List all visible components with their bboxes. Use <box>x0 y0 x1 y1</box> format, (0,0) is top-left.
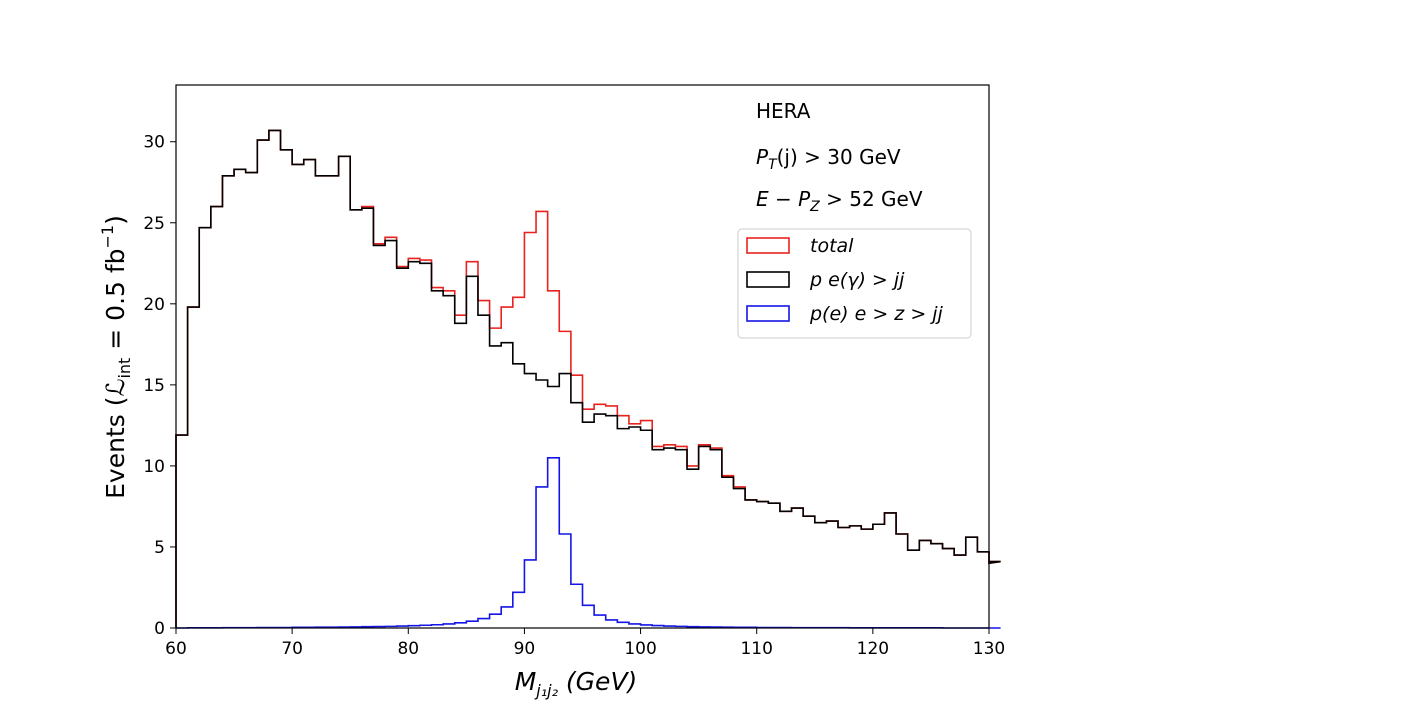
y-ticks: 0 5 10 15 20 25 30 <box>143 133 176 639</box>
y-tick-label: 5 <box>154 538 165 558</box>
series-photoproduction-step <box>175 129 1001 628</box>
legend-swatch-photoproduction <box>746 271 790 288</box>
annotation-pt-cut: PT(j) > 30 GeV <box>756 145 901 173</box>
y-tick-label: 15 <box>143 376 165 396</box>
y-tick-label: 25 <box>143 214 165 234</box>
plot-frame <box>175 84 990 629</box>
y-axis-label-close: ) <box>101 215 130 225</box>
annotation-e-pz-subscript: Z <box>809 199 820 215</box>
x-tick-label: 110 <box>740 639 772 659</box>
x-tick-label: 60 <box>165 639 187 659</box>
legend-swatch-total <box>746 237 790 254</box>
legend-label-z-production: p(e) e > z > jj <box>809 303 944 325</box>
x-tick-label: 120 <box>857 639 889 659</box>
y-axis-label-subscript: int <box>115 358 134 379</box>
y-tick-label: 0 <box>154 619 165 639</box>
annotation-pt-subscript: T <box>768 157 778 173</box>
y-axis-label-prefix: Events ( <box>101 397 130 499</box>
annotation-pt-rest: (j) > 30 GeV <box>777 145 901 169</box>
annotation-pt-symbol: P <box>756 145 769 169</box>
y-axis-label: Events (ℒint = 0.5 fb−1) <box>98 215 134 499</box>
y-tick-label: 30 <box>143 133 165 153</box>
legend-frame <box>737 228 972 339</box>
annotation-e-pz-symbol: E − P <box>756 187 811 211</box>
x-tick-label: 90 <box>514 639 536 659</box>
legend-swatch-z-production <box>746 305 790 322</box>
y-tick-label: 10 <box>143 457 165 477</box>
x-axis-label-subscript: j₁j₂ <box>534 681 558 700</box>
y-axis-label-superscript: −1 <box>98 225 117 249</box>
plot-background <box>176 85 989 628</box>
x-axis-label: Mj₁j₂ (GeV) <box>515 667 638 700</box>
y-axis-label-L: ℒ <box>101 379 130 397</box>
x-tick-label: 80 <box>397 639 419 659</box>
annotation-e-pz-rest: > 52 GeV <box>820 187 923 211</box>
annotation-hera: HERA <box>756 99 811 123</box>
y-axis-label-suffix: = 0.5 fb <box>101 248 130 357</box>
x-tick-label: 70 <box>281 639 303 659</box>
x-ticks: 60 70 80 90 100 110 120 130 <box>165 628 1005 659</box>
legend-label-total: total <box>810 235 854 257</box>
annotation-e-pz-cut: E − PZ > 52 GeV <box>756 187 923 215</box>
legend: total p e(γ) > jj p(e) e > z > jj <box>737 228 972 339</box>
x-tick-label: 130 <box>973 639 1005 659</box>
y-tick-label: 20 <box>143 295 165 315</box>
x-axis-label-unit: (GeV) <box>558 667 637 696</box>
x-axis-label-symbol: M <box>515 667 537 696</box>
x-tick-label: 100 <box>624 639 656 659</box>
legend-label-photoproduction: p e(γ) > jj <box>809 269 905 291</box>
